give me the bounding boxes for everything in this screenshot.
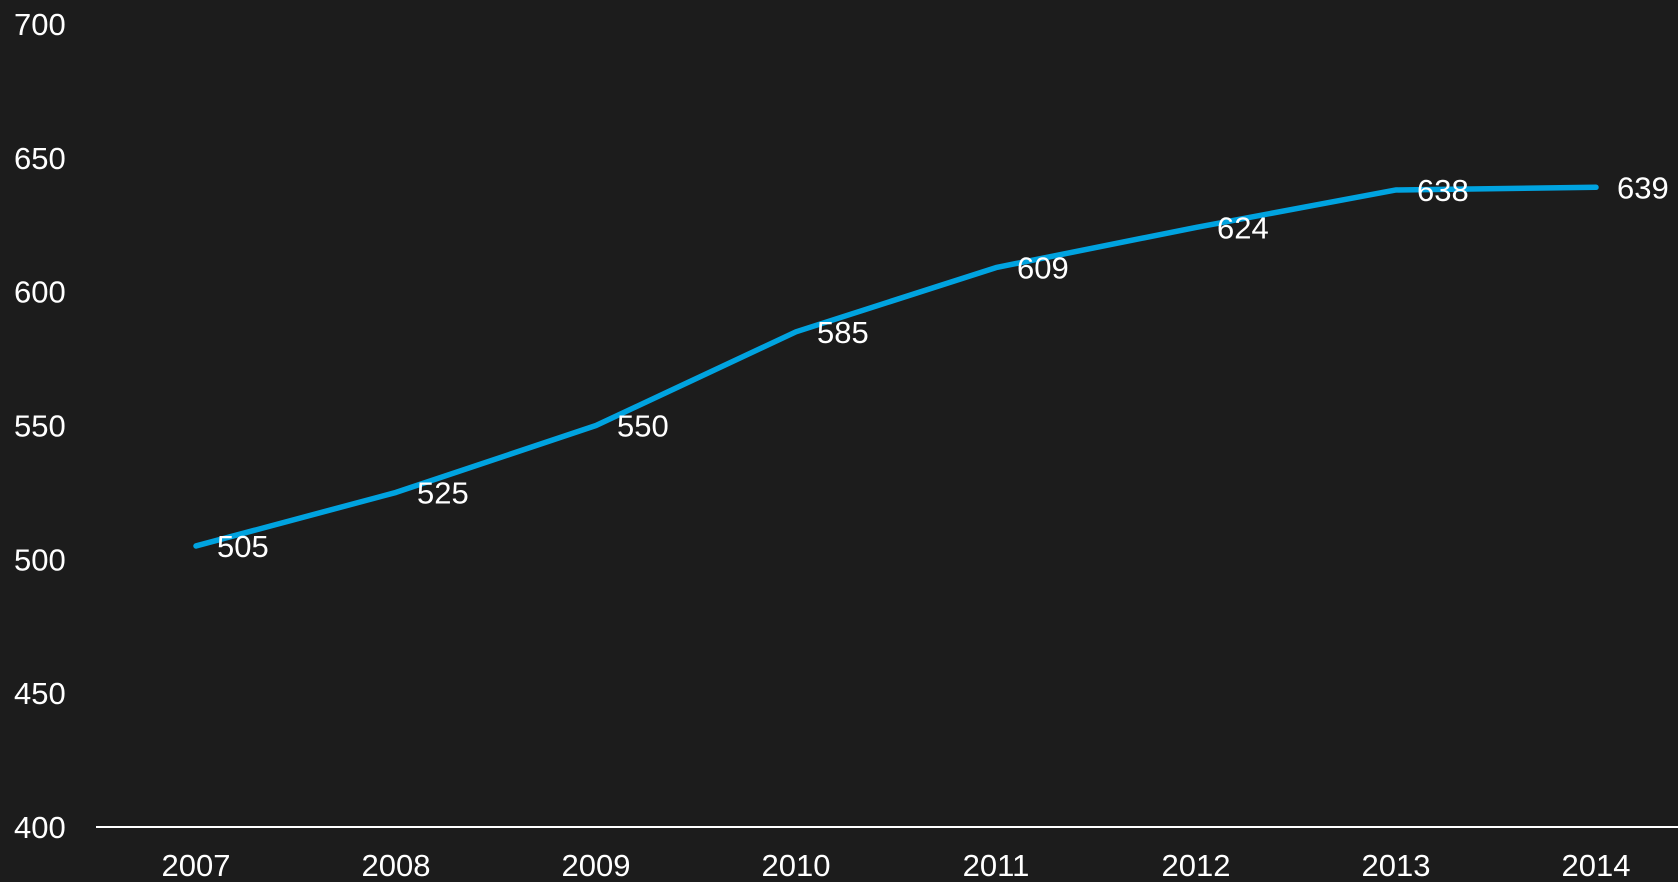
y-axis-ticks: 400 450 500 550 600 650 700 bbox=[14, 7, 66, 845]
y-tick-label: 700 bbox=[14, 7, 66, 42]
x-tick-label: 2013 bbox=[1362, 848, 1431, 882]
x-tick-label: 2014 bbox=[1562, 848, 1631, 882]
data-labels: 505 525 550 585 609 624 638 639 bbox=[217, 170, 1669, 564]
data-label: 525 bbox=[417, 475, 469, 510]
y-tick-label: 650 bbox=[14, 141, 66, 176]
x-axis-ticks: 2007 2008 2009 2010 2011 2012 2013 2014 bbox=[162, 848, 1631, 882]
data-label: 550 bbox=[617, 409, 669, 444]
y-tick-label: 600 bbox=[14, 275, 66, 310]
x-tick-label: 2009 bbox=[562, 848, 631, 882]
x-tick-label: 2008 bbox=[362, 848, 431, 882]
y-tick-label: 450 bbox=[14, 676, 66, 711]
data-label: 624 bbox=[1217, 210, 1269, 245]
data-label: 639 bbox=[1617, 170, 1669, 205]
y-tick-label: 400 bbox=[14, 810, 66, 845]
x-tick-label: 2012 bbox=[1162, 848, 1231, 882]
data-label: 638 bbox=[1417, 173, 1469, 208]
y-tick-label: 550 bbox=[14, 409, 66, 444]
y-tick-label: 500 bbox=[14, 542, 66, 577]
data-label: 585 bbox=[817, 315, 869, 350]
data-label: 609 bbox=[1017, 251, 1069, 286]
x-tick-label: 2011 bbox=[963, 848, 1030, 882]
x-tick-label: 2007 bbox=[162, 848, 231, 882]
x-tick-label: 2010 bbox=[762, 848, 831, 882]
series-line bbox=[193, 184, 1599, 549]
data-label: 505 bbox=[217, 529, 269, 564]
